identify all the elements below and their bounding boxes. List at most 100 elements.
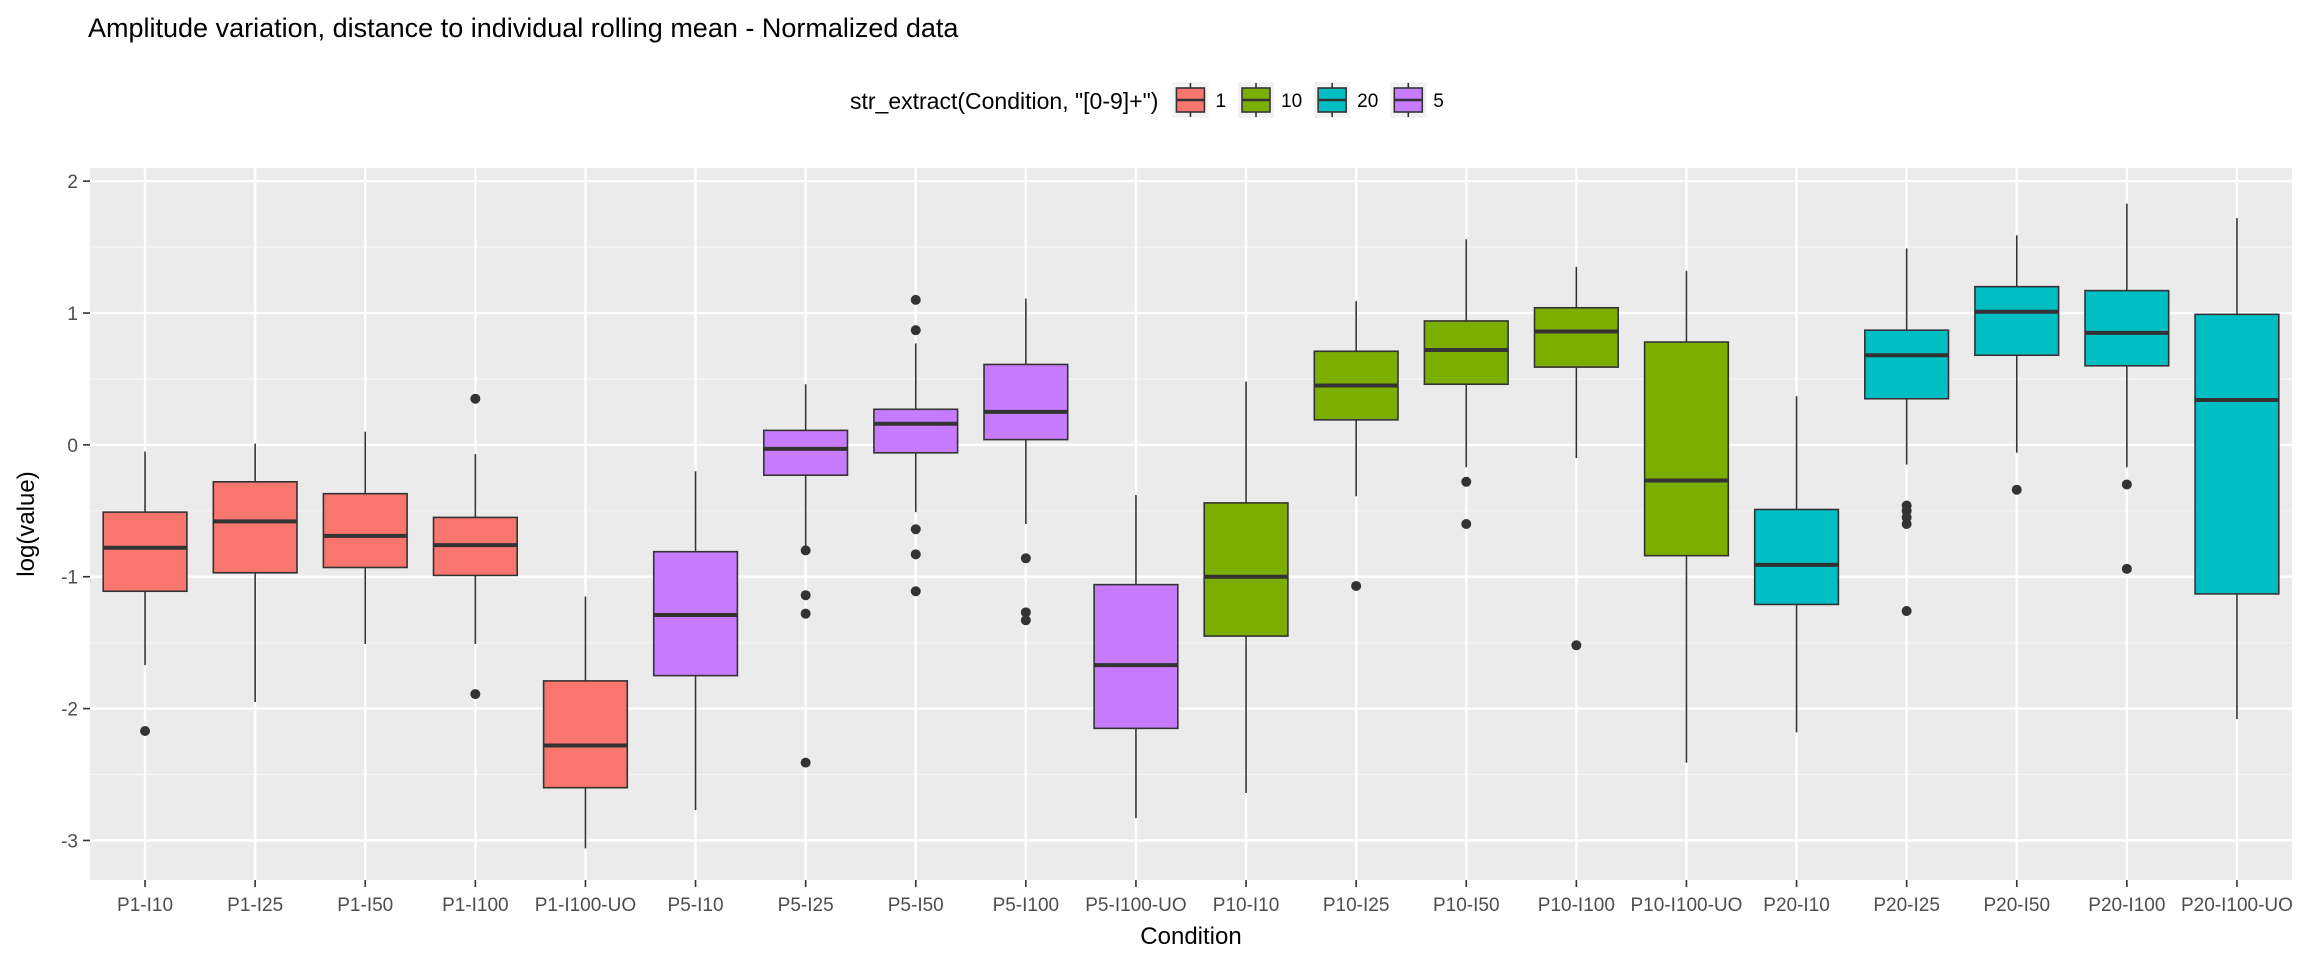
legend-label: 5 [1433,91,1444,112]
box-p1-i10 [102,451,188,737]
box-body [1203,502,1289,637]
legend-label: 1 [1215,91,1226,112]
x-tick-label: P1-I25 [227,895,283,916]
legend-item-20: 20 [1314,82,1378,118]
outlier-point [2121,479,2132,490]
legend-title: str_extract(Condition, "[0-9]+") [850,88,1158,114]
x-tick-label: P10-I25 [1323,895,1390,916]
x-tick-label: P20-I100 [2088,895,2165,916]
x-axis-label: Condition [1140,923,1241,950]
box-p20-i100-uo [2194,218,2280,720]
outlier-point [1461,476,1472,487]
x-tick-label: P10-I100-UO [1630,895,1742,916]
box-p10-i50 [1423,239,1509,529]
outlier-point [140,726,151,737]
legend: str_extract(Condition, "[0-9]+") 1 10 20 5 [850,82,1444,118]
box-body [542,680,629,789]
x-tick-label: P20-I100-UO [2181,895,2293,916]
legend-label: 10 [1281,91,1302,112]
outlier-point [470,689,481,700]
legend-item-10: 10 [1238,82,1302,118]
legend-item-5: 5 [1390,82,1444,118]
box-body [1423,320,1509,386]
box-p10-i100 [1533,266,1619,651]
outlier-point [800,608,811,619]
outlier-point [470,393,481,404]
box-p10-i25 [1313,301,1399,591]
box-body [1093,583,1179,730]
box-body [2194,313,2280,595]
box-p5-i100 [983,298,1069,626]
box-p1-i100 [432,393,518,700]
box-body [2084,289,2170,367]
outlier-point [910,294,921,305]
box-body [873,408,959,454]
x-tick-label: P10-I10 [1213,895,1280,916]
box-body [983,363,1069,441]
y-tick-label: -2 [61,700,78,721]
outlier-point [1020,607,1031,618]
x-tick-label: P1-I10 [117,895,173,916]
box-body [1864,329,1950,400]
x-tick-label: P5-I10 [668,895,724,916]
x-tick-label: P5-I100-UO [1085,895,1186,916]
outlier-point [1020,553,1031,564]
y-tick-label: 0 [67,436,78,457]
box-p10-i10 [1203,381,1289,793]
box-p5-i10 [652,471,739,811]
y-tick-label: 2 [67,172,78,193]
x-tick-label: P10-I50 [1433,895,1500,916]
box-p5-i100-uo [1093,494,1179,819]
box-p1-i25 [212,443,298,702]
legend-item-1: 1 [1172,82,1226,118]
x-tick-label: P10-I100 [1538,895,1615,916]
y-tick-label: 1 [67,304,78,325]
x-tick-label: P1-I100 [442,895,509,916]
box-body [322,492,408,569]
box-body [102,511,188,593]
box-p1-i50 [322,431,408,644]
outlier-point [910,524,921,535]
x-tick-label: P5-I50 [888,895,944,916]
box-p20-i10 [1753,396,1840,733]
box-p10-i100-uo [1643,270,1730,763]
outlier-point [2011,484,2022,495]
outlier-point [1901,519,1912,529]
box-body [1533,306,1619,368]
outlier-point [1351,580,1362,591]
outlier-point [1461,519,1472,529]
box-p20-i50 [1974,235,2060,495]
y-tick-label: -1 [61,568,78,589]
x-tick-label: P20-I50 [1983,895,2050,916]
box-body [212,481,298,574]
chart-title: Amplitude variation, distance to individ… [88,13,959,43]
plot-panel [90,168,2292,880]
outlier-point [910,586,921,597]
outlier-point [1571,640,1582,651]
outlier-point [1901,606,1912,617]
box-p20-i100 [2084,203,2170,574]
outlier-point [910,325,921,336]
box-p5-i50 [873,294,959,597]
outlier-point [2121,563,2132,574]
box-p5-i25 [763,384,849,768]
x-tick-label: P20-I10 [1763,895,1830,916]
box-p1-i100-uo [542,596,629,849]
outlier-point [800,590,811,601]
box-body [763,429,849,477]
outlier-point [800,757,811,768]
x-tick-label: P5-I100 [993,895,1060,916]
outlier-point [800,545,811,556]
outlier-point [910,549,921,560]
box-body [1974,285,2060,357]
box-body [1643,341,1730,557]
x-tick-label: P1-I50 [337,895,393,916]
x-tick-label: P5-I25 [778,895,834,916]
x-tick-label: P1-I100-UO [535,895,636,916]
y-axis-label: log(value) [13,471,40,576]
outlier-point [1020,615,1031,626]
legend-label: 20 [1357,91,1378,112]
box-body [1753,508,1840,606]
y-tick-label: -3 [61,831,78,852]
